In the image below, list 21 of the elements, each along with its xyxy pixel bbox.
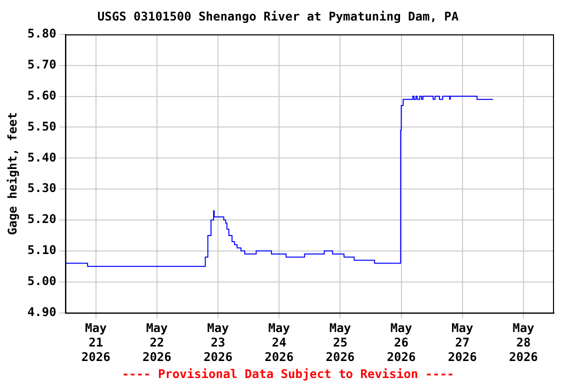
y-tick-label: 5.30 [27, 181, 56, 196]
x-tick-label: May 23 2026 [204, 321, 232, 364]
x-tick-label: May 27 2026 [448, 321, 477, 364]
y-axis-title: Gage height, feet [5, 112, 20, 236]
x-tick-label: May 24 2026 [264, 321, 294, 364]
y-tick-label: 5.50 [27, 119, 56, 134]
y-tick-label: 5.10 [27, 243, 56, 258]
x-tick-label: May 28 2026 [509, 321, 538, 364]
y-tick-label: 5.20 [27, 212, 56, 226]
x-tick-label: May 25 2026 [326, 321, 355, 364]
y-tick-label: 4.90 [27, 304, 56, 319]
y-tick-label: 5.70 [27, 57, 56, 72]
y-tick-label: 5.40 [27, 150, 56, 164]
y-tick-label: 5.00 [27, 274, 56, 288]
x-tick-label: May 26 2026 [386, 321, 416, 364]
x-tick-label: May 21 2026 [81, 321, 110, 364]
x-tick-label: May 22 2026 [142, 321, 172, 364]
y-tick-label: 5.60 [27, 88, 56, 102]
text: ---- Provisional Data Subject to Revision ---- [122, 367, 454, 382]
chart-title: USGS 03101500 Shenango River at Pymatuning Dam, PA [97, 9, 460, 24]
y-tick-label: 5.80 [27, 26, 56, 41]
